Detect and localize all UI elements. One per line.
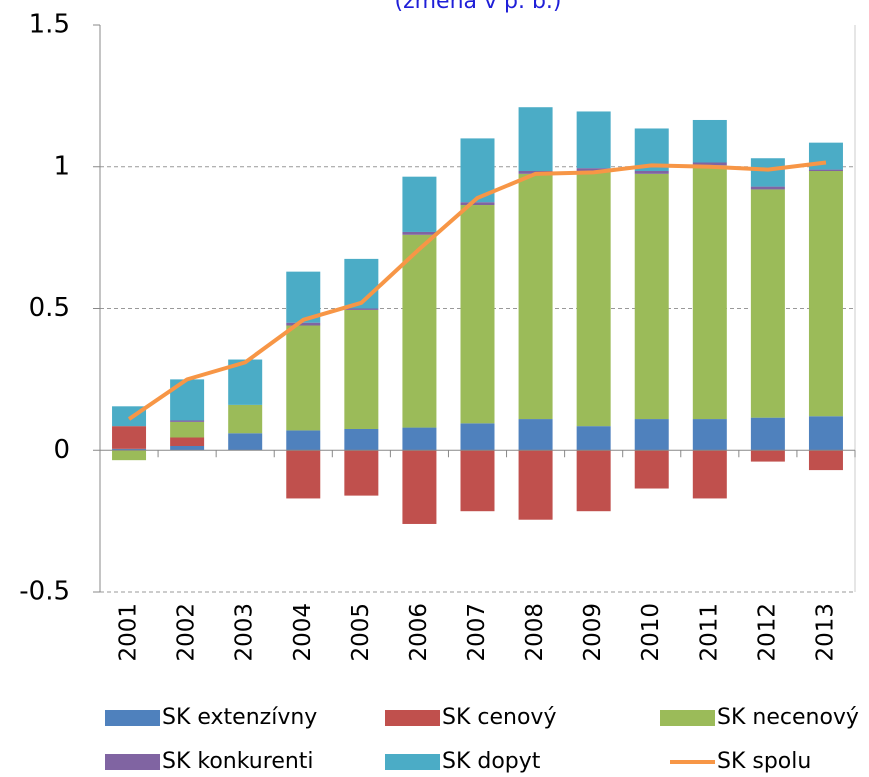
- y-tick-label: 0: [53, 435, 70, 465]
- x-tick-label: 2010: [638, 603, 664, 662]
- legend-label: SK dopyt: [442, 749, 541, 774]
- x-tick-label: 2009: [580, 603, 606, 662]
- bar: [692, 119, 727, 163]
- x-tick-label: 2004: [290, 603, 316, 662]
- bar: [170, 420, 205, 422]
- x-tick-label: 2011: [696, 603, 722, 662]
- bar: [112, 450, 147, 461]
- bar: [170, 421, 205, 438]
- bar: [460, 423, 495, 451]
- x-tick-label: 2012: [754, 603, 780, 662]
- x-tick-label: 2002: [174, 603, 200, 662]
- bar: [286, 430, 321, 451]
- legend-swatch: [105, 710, 160, 726]
- legend-swatch: [660, 710, 715, 726]
- bar: [286, 450, 321, 499]
- bar: [286, 271, 321, 323]
- bar: [576, 171, 611, 427]
- bar: [634, 173, 669, 420]
- bar: [402, 234, 437, 428]
- bar: [286, 322, 321, 326]
- y-tick-label: 0.5: [29, 293, 70, 323]
- legend-label: SK necenový: [717, 705, 859, 730]
- bar: [692, 419, 727, 451]
- chart-title: (zmena v p. b.): [394, 0, 561, 14]
- x-tick-label: 2013: [812, 603, 838, 662]
- bar: [692, 450, 727, 499]
- bar: [344, 428, 379, 451]
- bar: [808, 416, 843, 451]
- legend-label: SK cenový: [442, 705, 556, 730]
- bar: [808, 171, 843, 417]
- bar: [460, 205, 495, 424]
- bar: [344, 308, 379, 310]
- bar: [692, 162, 727, 166]
- bar: [576, 168, 611, 172]
- bar: [518, 419, 553, 451]
- bar: [402, 231, 437, 235]
- x-tick-label: 2008: [522, 603, 548, 662]
- bar: [170, 437, 205, 446]
- x-tick-label: 2003: [232, 603, 258, 662]
- bar: [112, 426, 147, 449]
- bar: [344, 309, 379, 429]
- bar: [750, 158, 785, 187]
- bar: [402, 427, 437, 451]
- bar: [286, 325, 321, 431]
- bar: [750, 450, 785, 462]
- bar: [518, 173, 553, 420]
- bar: [634, 450, 669, 489]
- x-tick-label: 2006: [406, 603, 432, 662]
- x-tick-label: 2005: [348, 603, 374, 662]
- bar: [112, 448, 147, 451]
- bar: [634, 419, 669, 451]
- bar: [228, 433, 263, 451]
- bar: [750, 186, 785, 190]
- bar: [692, 165, 727, 420]
- legend-swatch: [105, 754, 160, 770]
- legend-label: SK spolu: [717, 749, 811, 774]
- bar: [402, 176, 437, 232]
- x-tick-label: 2007: [464, 603, 490, 662]
- bar: [228, 404, 263, 434]
- bar: [576, 426, 611, 451]
- bar: [518, 450, 553, 520]
- bar: [460, 450, 495, 512]
- legend-swatch: [385, 710, 440, 726]
- bar: [808, 450, 843, 471]
- y-tick-label: -0.5: [19, 577, 70, 607]
- bar: [576, 450, 611, 512]
- bar: [634, 171, 669, 174]
- legend-label: SK extenzívny: [162, 705, 317, 730]
- bar: [518, 107, 553, 172]
- bar: [750, 189, 785, 418]
- bar: [344, 450, 379, 496]
- line-series: [127, 160, 827, 421]
- bar: [576, 111, 611, 169]
- bar: [460, 202, 495, 206]
- y-tick-label: 1.5: [29, 10, 70, 40]
- x-tick-label: 2001: [116, 603, 142, 662]
- legend-swatch: [385, 754, 440, 770]
- bar: [402, 450, 437, 524]
- bar: [808, 169, 843, 172]
- bar: [170, 445, 205, 451]
- y-tick-label: 1: [53, 151, 70, 181]
- legend-label: SK konkurenti: [162, 749, 314, 774]
- bar: [750, 417, 785, 451]
